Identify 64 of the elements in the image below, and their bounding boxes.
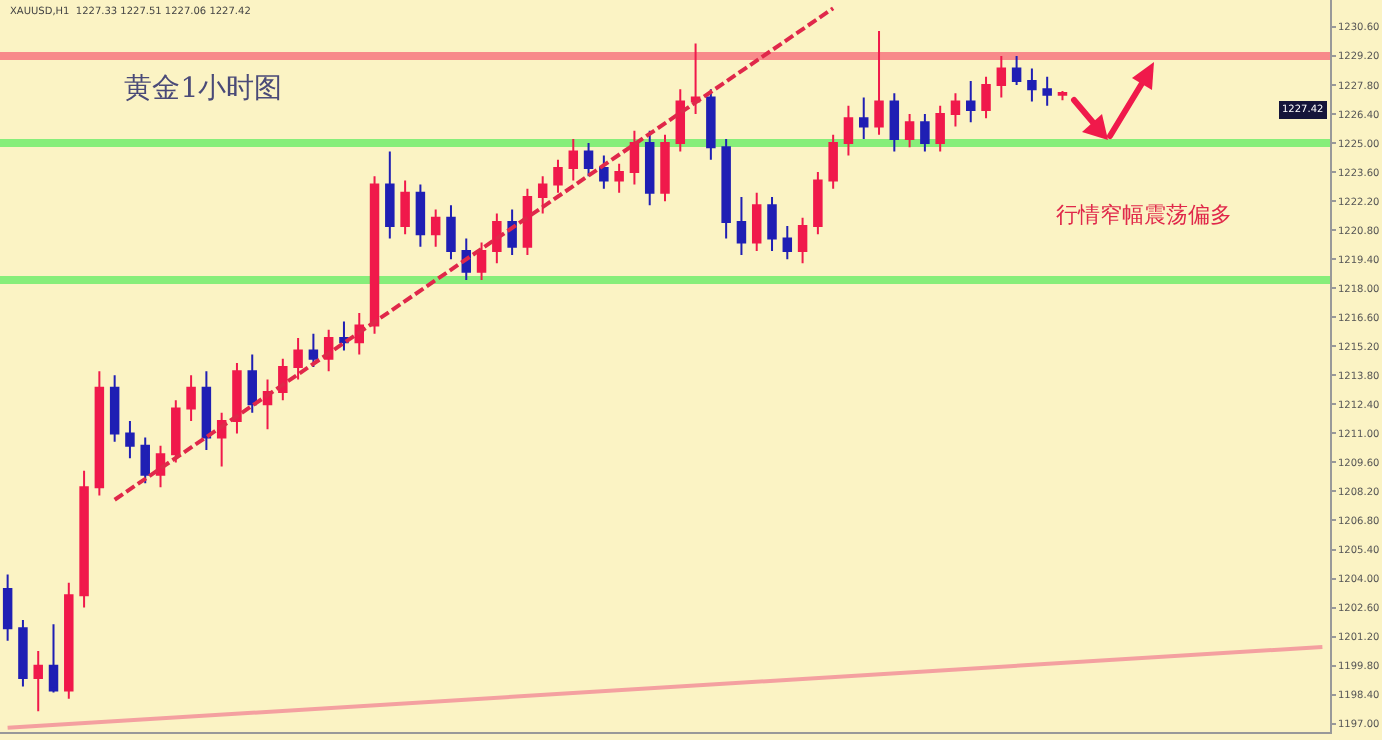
- candlestick: [430, 208, 441, 248]
- candlestick: [874, 30, 884, 136]
- candlestick: [171, 399, 181, 464]
- candlestick: [1042, 75, 1052, 107]
- candlestick: [1011, 54, 1022, 87]
- candlestick: [385, 150, 395, 240]
- candlestick: [660, 133, 670, 203]
- candlestick: [369, 175, 380, 335]
- candlestick: [828, 133, 838, 190]
- candlestick: [583, 142, 594, 178]
- candlestick: [522, 187, 533, 257]
- candlestick: [675, 88, 686, 153]
- candlestick: [599, 154, 609, 190]
- candlestick: [797, 216, 808, 265]
- candlestick: [981, 75, 991, 120]
- candlestick: [996, 54, 1007, 99]
- candlestick: [339, 320, 349, 352]
- candlestick: [690, 42, 701, 116]
- candlestick: [2, 573, 13, 642]
- candlestick: [125, 419, 135, 460]
- candlestick: [843, 104, 854, 157]
- candlestick: [721, 137, 731, 240]
- candlestick: [1057, 90, 1068, 102]
- candlestick: [155, 444, 166, 489]
- candlestick: [33, 650, 43, 713]
- candlestick: [966, 79, 976, 124]
- candlestick: [767, 196, 777, 252]
- candlestick: [64, 581, 74, 700]
- candlestick: [186, 374, 196, 422]
- candlestick: [706, 88, 716, 161]
- candlestick: [94, 370, 105, 497]
- candlestick: [400, 179, 410, 236]
- candlestick: [492, 212, 502, 265]
- candlestick: [629, 129, 640, 186]
- annotation: 行情窄幅震荡偏多: [1056, 202, 1232, 228]
- candlestick: [79, 469, 89, 609]
- candlestick: [553, 158, 563, 194]
- candlestick: [568, 137, 579, 182]
- candlestick: [751, 191, 762, 252]
- candlestick: [920, 113, 930, 153]
- candlestick: [446, 204, 456, 261]
- candlestick: [201, 370, 212, 451]
- candlestick: [904, 113, 915, 149]
- candlestick: [415, 183, 426, 248]
- candlestick: [736, 196, 747, 257]
- candlestick: [140, 436, 150, 485]
- candlestick: [308, 332, 319, 369]
- candlestick: [232, 361, 242, 435]
- candlestick: [537, 175, 548, 215]
- candlestick: [293, 337, 303, 381]
- candlestick: [889, 92, 900, 153]
- candlestick: [18, 619, 28, 688]
- candlestick: [813, 171, 823, 236]
- candlestick: [614, 162, 624, 194]
- candlestick: [1027, 67, 1037, 103]
- candlestick: [859, 96, 869, 140]
- text: 黄金1小时图: [124, 73, 283, 106]
- candlestick: [247, 353, 257, 414]
- candlestick: [782, 225, 793, 261]
- candlestick: [935, 104, 945, 153]
- candlestick: [48, 623, 59, 694]
- candlestick: [476, 241, 487, 281]
- candlestick: [950, 92, 961, 128]
- candlestick: [109, 374, 120, 443]
